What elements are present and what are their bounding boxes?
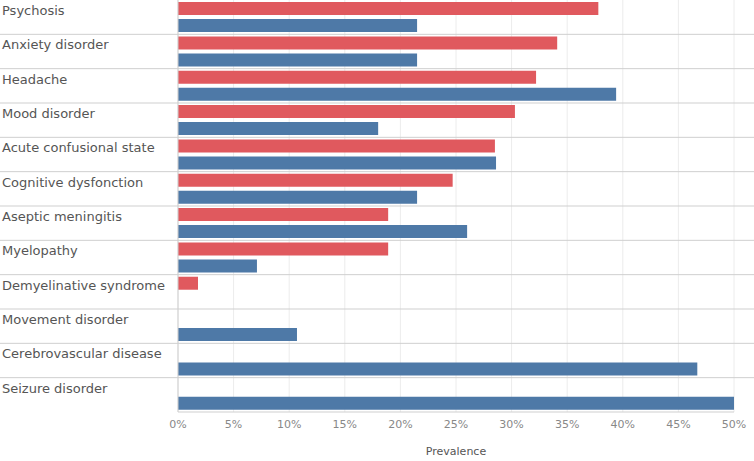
svg-text:40%: 40%: [611, 418, 635, 431]
svg-text:30%: 30%: [499, 418, 523, 431]
svg-text:Demyelinative syndrome: Demyelinative syndrome: [8, 278, 165, 293]
svg-text:Mood disorder: Mood disorder: [8, 106, 95, 121]
svg-text:5%: 5%: [225, 418, 242, 431]
svg-text:Prevalence: Prevalence: [426, 445, 487, 458]
svg-text:15%: 15%: [333, 418, 357, 431]
svg-text:25%: 25%: [444, 418, 468, 431]
svg-text:Movement disorder: Movement disorder: [8, 312, 129, 327]
svg-text:45%: 45%: [666, 418, 690, 431]
svg-text:35%: 35%: [555, 418, 579, 431]
svg-text:Myelopathy: Myelopathy: [8, 243, 78, 258]
svg-text:Cerebrovascular disease: Cerebrovascular disease: [8, 346, 162, 361]
svg-text:20%: 20%: [388, 418, 412, 431]
svg-text:50%: 50%: [722, 418, 746, 431]
svg-text:Psychosis: Psychosis: [8, 3, 65, 18]
svg-text:Cognitive dysfonction: Cognitive dysfonction: [8, 175, 143, 190]
svg-text:Seizure disorder: Seizure disorder: [8, 381, 108, 396]
svg-text:Aseptic meningitis: Aseptic meningitis: [8, 209, 122, 224]
svg-text:10%: 10%: [277, 418, 301, 431]
svg-text:Acute confusional state: Acute confusional state: [8, 140, 155, 155]
svg-text:Headache: Headache: [8, 72, 67, 87]
svg-text:0%: 0%: [169, 418, 186, 431]
svg-text:Anxiety disorder: Anxiety disorder: [8, 37, 109, 52]
